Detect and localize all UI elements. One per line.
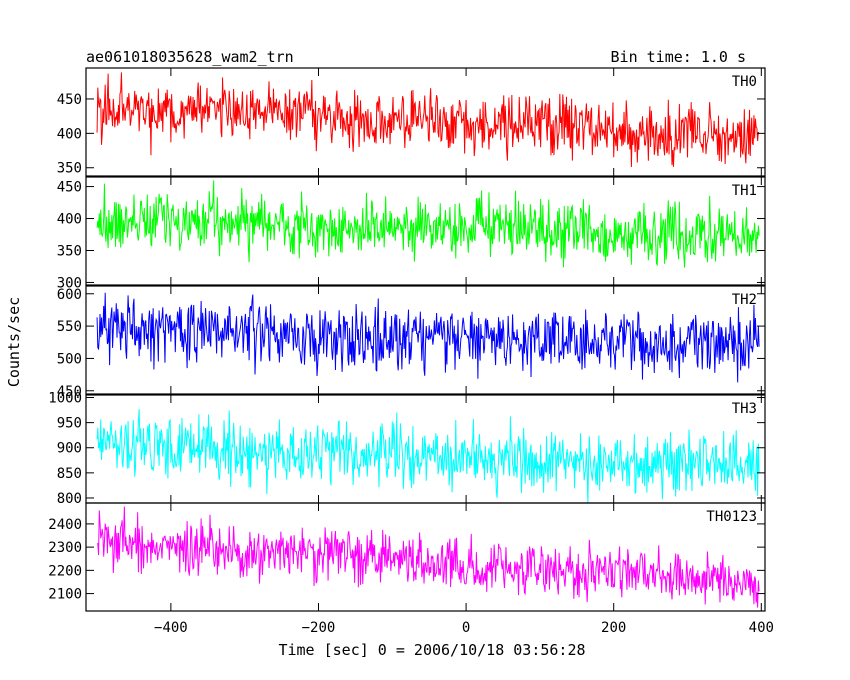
panel-frame (85, 176, 766, 286)
y-tick-label: 600 (57, 287, 82, 303)
y-tick-label: 550 (57, 319, 82, 335)
y-tick-label: 500 (57, 351, 82, 367)
y-tick-label: 400 (57, 212, 82, 228)
x-axis-label: Time [sec] 0 = 2006/10/18 03:56:28 (278, 641, 585, 659)
panel-label: TH3 (732, 401, 757, 417)
y-tick-label: 800 (57, 491, 82, 507)
series-line-th2 (96, 292, 760, 383)
y-tick-label: 450 (57, 384, 82, 400)
x-tick-label: 200 (601, 620, 626, 636)
panel-label: TH0123 (706, 509, 757, 525)
panel-th3: 800 850 900 950 1000 TH3 (48, 391, 766, 507)
panel-label: TH1 (732, 183, 757, 199)
y-tick-label: 450 (57, 180, 82, 196)
y-tick-label: 400 (57, 126, 82, 142)
x-tick-label: −200 (302, 620, 336, 636)
y-tick-label: 950 (57, 416, 82, 432)
y-tick-label: 350 (57, 243, 82, 259)
y-tick-label: 850 (57, 466, 82, 482)
y-tick-label: 300 (57, 275, 82, 291)
y-tick-label: 1000 (48, 391, 82, 407)
series-line-th3 (96, 409, 760, 503)
x-tick-label: 0 (462, 620, 470, 636)
x-axis-ticks: −400 −200 0 200 400 (154, 620, 774, 636)
panel-th0: 350 400 450 TH0 (57, 67, 766, 177)
y-axis-label: Counts/sec (5, 297, 23, 387)
x-tick-label: 400 (749, 620, 774, 636)
y-tick-label: 2300 (48, 540, 82, 556)
series-line-th0123 (96, 506, 760, 608)
x-tick-label: −400 (154, 620, 188, 636)
series-line-th0 (96, 72, 760, 168)
panel-label: TH2 (732, 292, 757, 308)
y-tick-label: 450 (57, 92, 82, 108)
series-line-th1 (96, 180, 760, 268)
panel-th1: 300 350 400 450 TH1 (57, 176, 766, 291)
y-tick-label: 2400 (48, 517, 82, 533)
y-tick-label: 350 (57, 161, 82, 177)
panel-th2: 450 500 550 600 TH2 (57, 285, 766, 400)
y-tick-label: 2200 (48, 563, 82, 579)
panel-th0123: 2100 2200 2300 2400 TH0123 (48, 502, 766, 612)
chart-title: ae061018035628_wam2_trn (86, 48, 294, 66)
panels: 350 400 450 TH0 300 350 400 450 TH1 450 500 550 600 T… (48, 67, 766, 612)
bin-time-label: Bin time: 1.0 s (611, 48, 746, 66)
y-tick-label: 900 (57, 441, 82, 457)
panel-label: TH0 (732, 74, 757, 90)
panel-frame (85, 67, 766, 177)
panel-frame (85, 502, 766, 612)
panel-frame (85, 285, 766, 395)
y-tick-label: 2100 (48, 587, 82, 603)
